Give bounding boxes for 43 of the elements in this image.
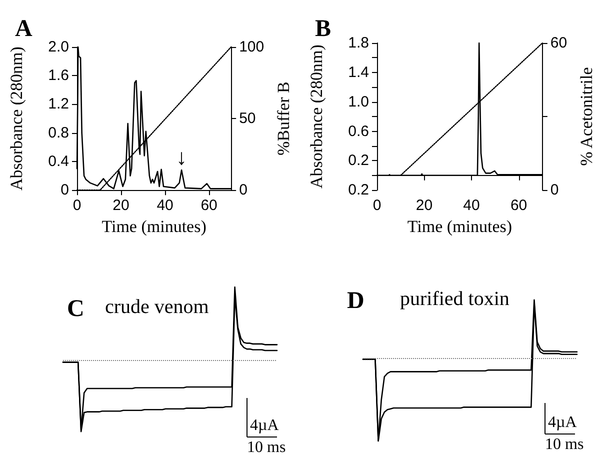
x-tick-label: 0 <box>372 197 382 214</box>
chart-title: D <box>347 288 364 314</box>
chart-title: C <box>67 296 84 322</box>
y2-tick-label: 0 <box>550 182 559 199</box>
annotation: 4µA <box>250 417 280 434</box>
x-tick-label: 0 <box>72 197 82 214</box>
y-tick-label: 1.0 <box>348 93 369 110</box>
scale-bar: 4µA 10 ms <box>543 402 603 457</box>
y-tick-label: 0 <box>60 182 69 199</box>
x-axis-title: Time (minutes) <box>407 217 512 236</box>
y-axis-title: Absorbance (280nm) <box>307 44 326 189</box>
x-tick-label: 20 <box>416 197 433 214</box>
y-tick-label: 1.6 <box>48 67 69 84</box>
y-tick-label: 0.8 <box>48 124 69 142</box>
y-tick-label: 0.4 <box>48 152 69 170</box>
chart-subtitle: crude venom <box>105 296 210 318</box>
annotation: ↓ <box>176 144 188 170</box>
y-tick-label: 2.0 <box>48 38 69 56</box>
y2-axis-title: % Acetonitrile <box>577 67 596 166</box>
scale-bar: 4µA 10 ms <box>245 397 321 460</box>
y2-tick-label: 60 <box>550 34 568 52</box>
x-tick-label: 20 <box>112 197 130 214</box>
y2-tick-label: 50 <box>239 110 256 128</box>
y-tick-label: 0.2 <box>348 152 369 170</box>
y-tick-label: 1.2 <box>48 96 69 113</box>
annotation: 4µA <box>548 414 578 431</box>
y2-tick-label: 0 <box>239 182 248 199</box>
chart-subtitle: purified toxin <box>400 288 510 310</box>
chart-title: B <box>315 16 332 42</box>
x-axis-title: Time (minutes) <box>102 217 206 236</box>
x-tick-label: 40 <box>463 197 480 214</box>
annotation: 10 ms <box>545 436 584 453</box>
chart-title: A <box>15 16 33 42</box>
y2-tick-label: 100 <box>239 38 264 56</box>
y-tick-label: 1.8 <box>348 34 369 52</box>
x-tick-label: 60 <box>200 197 218 214</box>
y-tick-label: 1.4 <box>348 64 369 81</box>
y2-axis-title: %Buffer B <box>274 82 293 156</box>
y-tick-label: 0.6 <box>348 122 369 140</box>
x-tick-label: 40 <box>156 197 174 214</box>
y-axis-title: Absorbance (280nm) <box>7 46 26 191</box>
y-tick-label: 0.2 <box>348 182 369 199</box>
x-tick-label: 60 <box>510 197 528 214</box>
